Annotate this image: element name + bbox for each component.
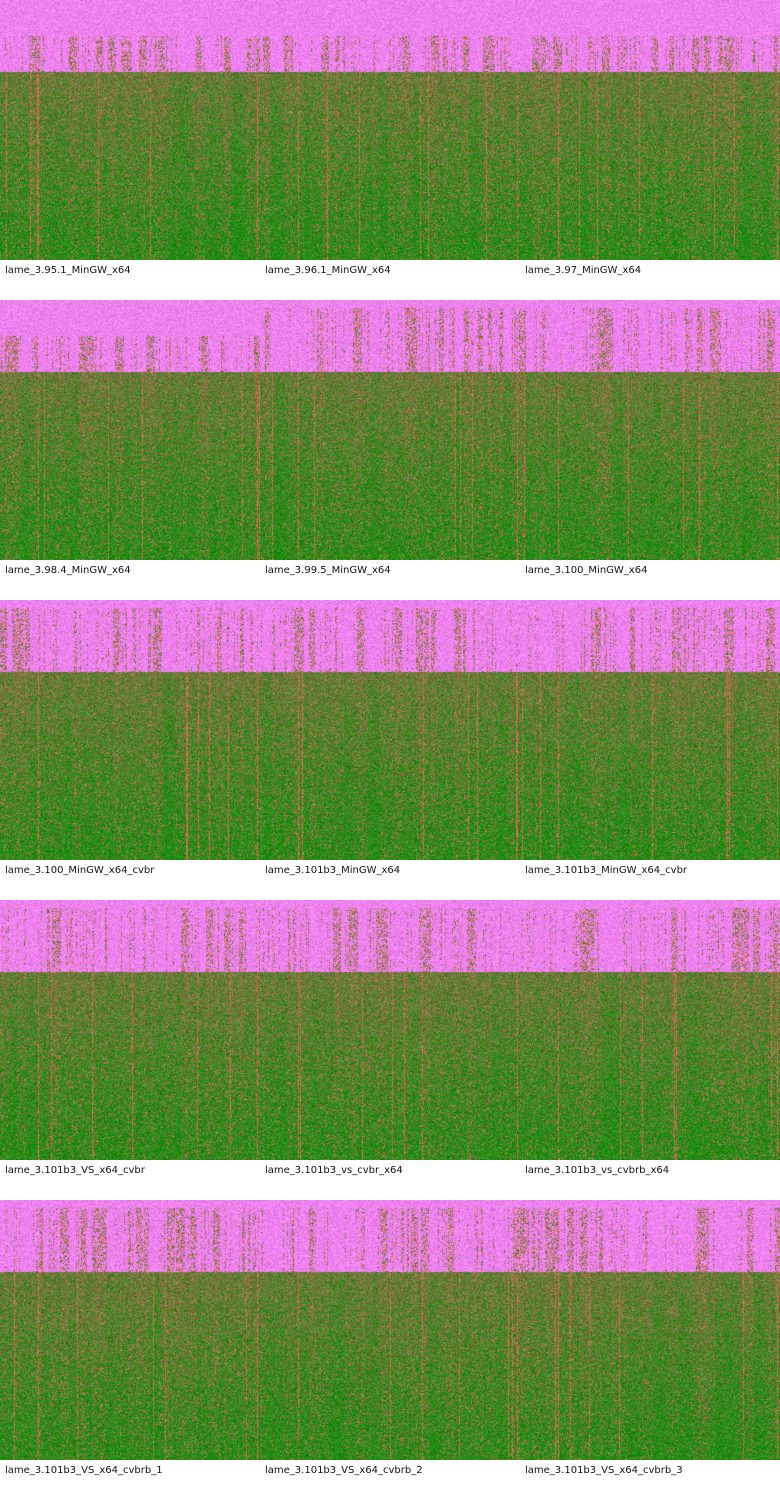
spectrogram-caption: lame_3.99.5_MinGW_x64 — [265, 565, 391, 576]
spectrogram-panel: lame_3.100_MinGW_x64 — [520, 300, 780, 600]
spectrogram-panel: lame_3.101b3_MinGW_x64 — [260, 600, 520, 900]
spectrogram-caption: lame_3.101b3_VS_x64_cvbrb_3 — [525, 1465, 683, 1476]
spectrogram-caption: lame_3.101b3_vs_cvbrb_x64 — [525, 1165, 670, 1176]
spectrogram-image — [520, 600, 780, 860]
spectrogram-row: lame_3.95.1_MinGW_x64 lame_3.96.1_MinGW_… — [0, 0, 780, 300]
spectrogram-image — [260, 900, 520, 1160]
spectrogram-panel: lame_3.101b3_VS_x64_cvbrb_2 — [260, 1200, 520, 1500]
spectrogram-caption: lame_3.100_MinGW_x64 — [525, 565, 648, 576]
spectrogram-image — [0, 300, 260, 560]
spectrogram-caption: lame_3.97_MinGW_x64 — [525, 265, 642, 276]
spectrogram-row: lame_3.100_MinGW_x64_cvbr lame_3.101b3_M… — [0, 600, 780, 900]
spectrogram-caption: lame_3.101b3_MinGW_x64_cvbr — [525, 865, 688, 876]
spectrogram-panel: lame_3.101b3_VS_x64_cvbrb_3 — [520, 1200, 780, 1500]
spectrogram-panel: lame_3.101b3_VS_x64_cvbrb_1 — [0, 1200, 260, 1500]
spectrogram-image — [260, 600, 520, 860]
spectrogram-image — [260, 1200, 520, 1460]
spectrogram-image — [520, 900, 780, 1160]
spectrogram-panel: lame_3.101b3_vs_cvbrb_x64 — [520, 900, 780, 1200]
spectrogram-caption: lame_3.101b3_VS_x64_cvbrb_2 — [265, 1465, 423, 1476]
spectrogram-caption: lame_3.101b3_VS_x64_cvbrb_1 — [5, 1465, 163, 1476]
spectrogram-row: lame_3.101b3_VS_x64_cvbr lame_3.101b3_vs… — [0, 900, 780, 1200]
spectrogram-panel: lame_3.99.5_MinGW_x64 — [260, 300, 520, 600]
spectrogram-image — [0, 0, 260, 260]
spectrogram-caption: lame_3.101b3_MinGW_x64 — [265, 865, 401, 876]
spectrogram-panel: lame_3.97_MinGW_x64 — [520, 0, 780, 300]
spectrogram-panel: lame_3.100_MinGW_x64_cvbr — [0, 600, 260, 900]
spectrogram-image — [0, 900, 260, 1160]
spectrogram-image — [0, 1200, 260, 1460]
spectrogram-row: lame_3.98.4_MinGW_x64 lame_3.99.5_MinGW_… — [0, 300, 780, 600]
spectrogram-caption: lame_3.100_MinGW_x64_cvbr — [5, 865, 155, 876]
spectrogram-panel: lame_3.98.4_MinGW_x64 — [0, 300, 260, 600]
spectrogram-caption: lame_3.95.1_MinGW_x64 — [5, 265, 131, 276]
spectrogram-caption: lame_3.96.1_MinGW_x64 — [265, 265, 391, 276]
spectrogram-caption: lame_3.101b3_vs_cvbr_x64 — [265, 1165, 403, 1176]
spectrogram-image — [260, 300, 520, 560]
spectrogram-panel: lame_3.96.1_MinGW_x64 — [260, 0, 520, 300]
spectrogram-panel: lame_3.101b3_VS_x64_cvbr — [0, 900, 260, 1200]
spectrogram-image — [520, 0, 780, 260]
spectrogram-caption: lame_3.98.4_MinGW_x64 — [5, 565, 131, 576]
spectrogram-panel: lame_3.101b3_MinGW_x64_cvbr — [520, 600, 780, 900]
spectrogram-image — [520, 300, 780, 560]
spectrogram-caption: lame_3.101b3_VS_x64_cvbr — [5, 1165, 145, 1176]
spectrogram-panel: lame_3.101b3_vs_cvbr_x64 — [260, 900, 520, 1200]
spectrogram-image — [0, 600, 260, 860]
spectrogram-image — [520, 1200, 780, 1460]
spectrogram-image — [260, 0, 520, 260]
spectrogram-row: lame_3.101b3_VS_x64_cvbrb_1 lame_3.101b3… — [0, 1200, 780, 1500]
spectrogram-panel: lame_3.95.1_MinGW_x64 — [0, 0, 260, 300]
